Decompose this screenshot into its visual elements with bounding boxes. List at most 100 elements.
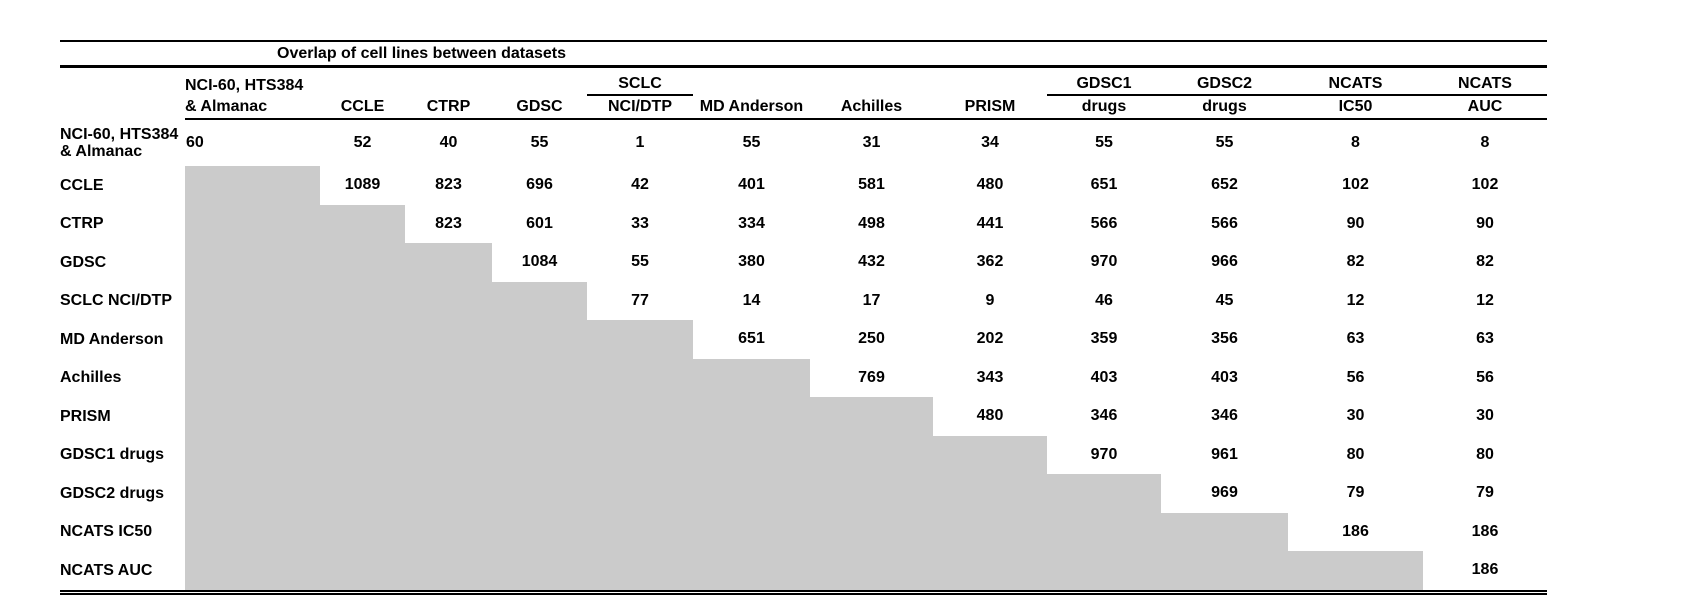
- shaded-cell: [693, 435, 810, 474]
- shaded-cell: [320, 512, 405, 551]
- row-label-ccle: CCLE: [60, 176, 104, 194]
- diagonal-value-cell: 60: [186, 134, 204, 151]
- value-cell: 55: [1095, 134, 1113, 151]
- shaded-cell: [492, 512, 587, 551]
- row-label-gdsc2-drugs: GDSC2 drugs: [60, 484, 165, 502]
- value-cell: 966: [1211, 253, 1238, 271]
- shaded-cell: [693, 474, 810, 513]
- column-header-top-line: NCATS: [1423, 73, 1547, 96]
- value-cell: 30: [1346, 407, 1365, 425]
- shaded-cell: [492, 281, 587, 320]
- shaded-cell: [320, 474, 405, 513]
- column-header-top-line: GDSC1: [1047, 73, 1161, 96]
- value-cell: 79: [1476, 484, 1494, 502]
- value-cell: 652: [1211, 176, 1238, 194]
- value-cell: 82: [1476, 253, 1494, 271]
- column-header-gdsc: GDSC: [492, 68, 587, 120]
- diagonal-value-cell: 823: [435, 214, 462, 232]
- column-header-top-line: NCATS: [1288, 73, 1423, 96]
- shaded-cell: [185, 243, 320, 282]
- value-cell: 12: [1476, 291, 1494, 309]
- column-header-bottom-line: IC50: [1338, 98, 1373, 115]
- shaded-cell: [492, 320, 587, 359]
- column-header-ctrp: CTRP: [405, 68, 492, 120]
- value-cell: 651: [1090, 176, 1118, 194]
- value-cell: 696: [526, 176, 553, 194]
- value-cell: 102: [1342, 176, 1369, 194]
- value-cell: 80: [1346, 445, 1365, 463]
- diagonal-value-cell: 1084: [521, 253, 558, 271]
- shaded-cell: [185, 204, 320, 243]
- column-header-ncats-ic50: NCATS IC50: [1288, 68, 1423, 120]
- shaded-cell: [693, 512, 810, 551]
- value-cell: 441: [976, 214, 1004, 232]
- value-cell: 334: [738, 214, 765, 232]
- shaded-cell: [185, 320, 320, 359]
- column-header-sclc-nci-dtp: SCLC NCI/DTP: [587, 68, 693, 120]
- value-cell: 362: [976, 253, 1004, 271]
- value-cell: 52: [353, 134, 372, 151]
- value-cell: 82: [1346, 253, 1365, 271]
- shaded-cell: [405, 243, 492, 282]
- shaded-cell: [933, 435, 1047, 474]
- column-header-bottom-line: GDSC: [516, 98, 563, 115]
- shaded-cell: [185, 551, 320, 590]
- value-cell: 581: [858, 176, 885, 194]
- column-header-top-line: SCLC: [587, 73, 693, 96]
- value-cell: 346: [1211, 407, 1238, 425]
- shaded-cell: [810, 435, 933, 474]
- column-header-bottom-line: MD Anderson: [699, 98, 804, 115]
- shaded-cell: [1047, 512, 1161, 551]
- value-cell: 17: [862, 291, 881, 309]
- value-cell: 55: [1215, 134, 1234, 151]
- overlap-table: Overlap of cell lines between datasets N…: [60, 40, 1547, 595]
- row-label-nci-60-hts384-almanac: NCI-60, HTS384 & Almanac: [60, 126, 179, 160]
- value-cell: 961: [1211, 445, 1238, 463]
- shaded-cell: [693, 358, 810, 397]
- row-label-md-anderson: MD Anderson: [60, 330, 164, 348]
- column-header-ccle: CCLE: [320, 68, 405, 120]
- value-cell: 566: [1090, 214, 1118, 232]
- shaded-cell: [492, 551, 587, 590]
- shaded-cell: [185, 358, 320, 397]
- value-cell: 380: [738, 253, 765, 271]
- shaded-cell: [810, 474, 933, 513]
- shaded-cell: [492, 474, 587, 513]
- shaded-cell: [1047, 474, 1161, 513]
- shaded-cell: [587, 551, 693, 590]
- diagonal-value-cell: 186: [1342, 522, 1369, 540]
- value-cell: 30: [1476, 407, 1494, 425]
- value-cell: 55: [742, 134, 761, 151]
- column-header-bottom-line: AUC: [1467, 98, 1503, 115]
- shaded-cell: [587, 512, 693, 551]
- row-label-ctrp: CTRP: [60, 215, 104, 233]
- column-header-gdsc2-drugs: GDSC2 drugs: [1161, 68, 1288, 120]
- column-header-bottom-line: & Almanac: [185, 98, 268, 115]
- shaded-cell: [405, 551, 492, 590]
- shaded-cell: [185, 512, 320, 551]
- value-cell: 79: [1346, 484, 1365, 502]
- value-cell: 90: [1346, 214, 1365, 232]
- value-cell: 40: [439, 134, 458, 151]
- shaded-cell: [492, 397, 587, 436]
- value-cell: 356: [1211, 330, 1238, 348]
- value-cell: 498: [858, 214, 885, 232]
- column-header-top-line: NCI-60, HTS384: [185, 77, 304, 94]
- shaded-cell: [1288, 551, 1423, 590]
- shaded-cell: [810, 551, 933, 590]
- shaded-cell: [492, 358, 587, 397]
- value-cell: 34: [981, 134, 999, 151]
- shaded-cell: [1047, 551, 1161, 590]
- shaded-cell: [405, 474, 492, 513]
- value-cell: 55: [631, 253, 649, 271]
- value-cell: 56: [1476, 368, 1494, 386]
- value-cell: 346: [1090, 407, 1118, 425]
- value-cell: 403: [1090, 368, 1118, 386]
- shaded-cell: [185, 474, 320, 513]
- value-cell: 56: [1346, 368, 1365, 386]
- row-label-gdsc1-drugs: GDSC1 drugs: [60, 446, 165, 464]
- value-cell: 823: [435, 176, 462, 194]
- column-header-prism: PRISM: [933, 68, 1047, 120]
- row-label-achilles: Achilles: [60, 369, 122, 387]
- shaded-cell: [320, 204, 405, 243]
